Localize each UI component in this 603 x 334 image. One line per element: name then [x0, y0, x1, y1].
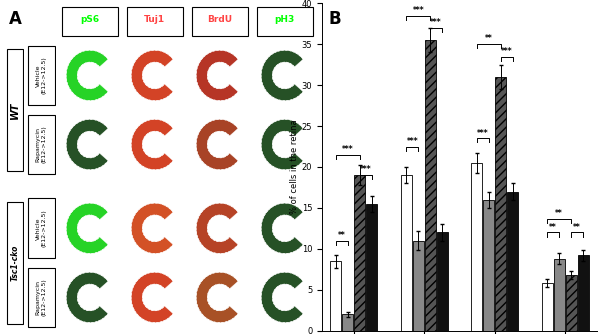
Text: ***: ***	[431, 18, 442, 27]
Wedge shape	[66, 119, 108, 170]
Bar	[366, 204, 377, 331]
Text: Vehicle
(E12->12.5): Vehicle (E12->12.5)	[36, 209, 46, 247]
FancyBboxPatch shape	[257, 7, 313, 36]
Wedge shape	[261, 50, 303, 101]
Wedge shape	[66, 50, 108, 101]
Bar	[425, 40, 436, 331]
FancyBboxPatch shape	[7, 49, 23, 171]
Text: Rapamycin
(E12->12.5): Rapamycin (E12->12.5)	[36, 126, 46, 163]
Wedge shape	[196, 203, 238, 254]
Text: pS6: pS6	[80, 15, 99, 24]
Text: ***: ***	[406, 137, 418, 146]
Bar	[330, 261, 341, 331]
Wedge shape	[196, 50, 238, 101]
Bar	[483, 200, 494, 331]
Bar	[495, 77, 507, 331]
Text: **: **	[549, 223, 557, 232]
Text: **: **	[555, 209, 563, 218]
Text: pH3: pH3	[275, 15, 295, 24]
Bar	[566, 275, 576, 331]
Bar	[401, 175, 412, 331]
Wedge shape	[196, 272, 238, 323]
Text: Tuj1: Tuj1	[144, 15, 165, 24]
FancyBboxPatch shape	[28, 268, 55, 327]
Text: E12.5: E12.5	[104, 100, 115, 103]
Wedge shape	[131, 50, 173, 101]
Text: **: **	[338, 231, 346, 240]
Wedge shape	[131, 203, 173, 254]
Wedge shape	[261, 203, 303, 254]
Text: ***: ***	[360, 165, 371, 174]
Bar	[412, 240, 424, 331]
FancyBboxPatch shape	[62, 7, 118, 36]
Bar	[471, 163, 482, 331]
Text: Vehicle
(E12->12.5): Vehicle (E12->12.5)	[36, 56, 46, 94]
FancyBboxPatch shape	[127, 7, 183, 36]
FancyBboxPatch shape	[28, 45, 55, 105]
Bar	[507, 191, 518, 331]
Text: Rapamycin
(E12->12.5): Rapamycin (E12->12.5)	[36, 279, 46, 316]
Bar	[578, 256, 589, 331]
Text: **: **	[573, 223, 581, 232]
Wedge shape	[66, 272, 108, 323]
Text: ***: ***	[412, 6, 424, 15]
Text: BrdU: BrdU	[207, 15, 232, 24]
Text: ***: ***	[342, 145, 353, 154]
FancyBboxPatch shape	[28, 115, 55, 174]
Wedge shape	[196, 119, 238, 170]
Y-axis label: % of cells in the retina: % of cells in the retina	[290, 120, 299, 214]
Bar	[354, 175, 365, 331]
Bar	[554, 259, 565, 331]
Text: ***: ***	[477, 129, 488, 138]
Wedge shape	[131, 272, 173, 323]
Bar	[342, 314, 353, 331]
Wedge shape	[261, 272, 303, 323]
FancyBboxPatch shape	[192, 7, 248, 36]
Text: A: A	[9, 10, 22, 28]
Text: WT: WT	[10, 101, 20, 119]
Bar	[541, 283, 553, 331]
Text: **: **	[485, 34, 493, 43]
Bar	[437, 232, 447, 331]
FancyBboxPatch shape	[7, 202, 23, 324]
Text: B: B	[329, 10, 341, 28]
Text: ***: ***	[501, 47, 513, 56]
Wedge shape	[66, 203, 108, 254]
Wedge shape	[131, 119, 173, 170]
Text: Tsc1-cko: Tsc1-cko	[10, 245, 19, 281]
Wedge shape	[261, 119, 303, 170]
FancyBboxPatch shape	[28, 198, 55, 258]
